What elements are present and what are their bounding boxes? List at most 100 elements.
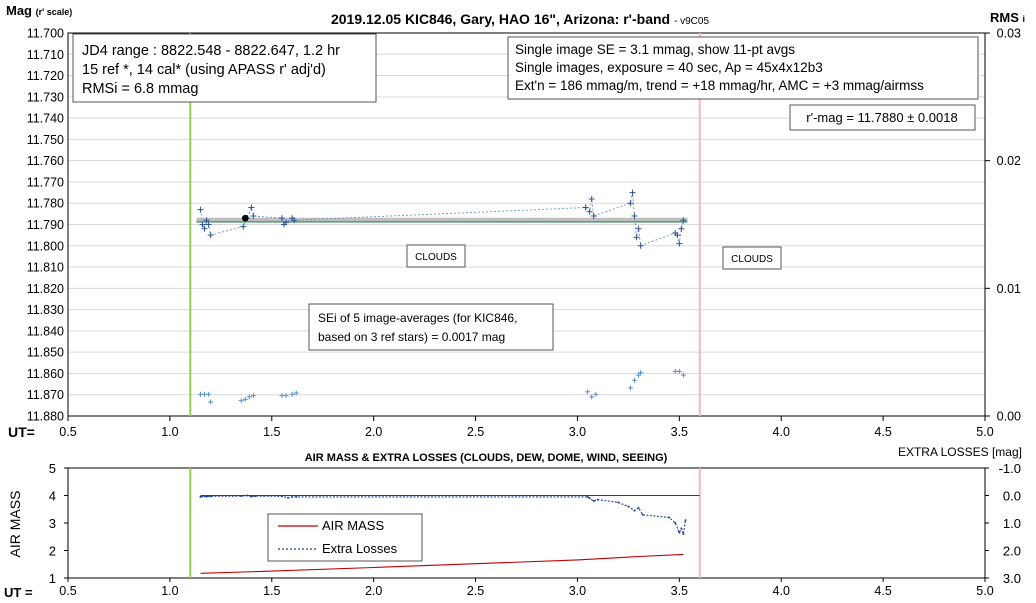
info-right-line-3: Ext'n = 186 mmag/m, trend = +18 mmag/hr,…: [515, 78, 924, 93]
y-tick-label: 11.830: [27, 303, 64, 317]
x-tick-label: 1.0: [161, 425, 178, 439]
y-tick-label: 11.770: [27, 175, 64, 189]
bottom-title: AIR MASS & EXTRA LOSSES (CLOUDS, DEW, DO…: [305, 452, 668, 464]
top-xlabel: UT=: [8, 424, 35, 440]
rms-point: [208, 399, 214, 405]
info-left-line-1: JD4 range : 8822.548 - 8822.647, 1.2 hr: [82, 43, 340, 59]
airmass-series-line: [200, 553, 684, 574]
rms-point: [250, 393, 256, 399]
legend-label-airmass: AIR MASS: [322, 518, 384, 533]
x-tick-label: 2.0: [365, 425, 382, 439]
bottom-legend: AIR MASS Extra Losses: [267, 513, 423, 562]
x-tick-label: 2.5: [467, 584, 484, 598]
extra-losses-point: [592, 500, 595, 502]
x-tick-label: 1.5: [263, 584, 280, 598]
extra-losses-point: [209, 495, 212, 498]
rms-point: [585, 389, 591, 395]
y2-tick-label: -1.0: [999, 461, 1021, 476]
y2-tick-label: 0.00: [997, 410, 1021, 424]
rms-point: [589, 394, 595, 400]
extra-losses-point: [684, 519, 687, 522]
x-tick-label: 4.5: [874, 584, 891, 598]
clouds-label-1: CLOUDS: [415, 252, 457, 263]
rms-point: [680, 372, 686, 378]
y2-tick-label: 0.02: [997, 154, 1021, 168]
mag-point: [291, 217, 298, 224]
rms-point: [676, 368, 682, 374]
rms-point: [242, 396, 248, 402]
mag-point: [676, 240, 683, 247]
info-right-line-2: Single images, exposure = 40 sec, Ap = 4…: [515, 60, 823, 75]
x-tick-label: 3.5: [671, 584, 688, 598]
clouds-box-2: CLOUDS: [722, 246, 782, 270]
extra-losses-point: [201, 495, 204, 498]
mag-point: [201, 225, 208, 232]
extra-losses-point: [287, 496, 290, 499]
mag-point: [197, 206, 204, 213]
x-tick-label: 2.5: [467, 425, 484, 439]
x-tick-label: 5.0: [976, 584, 993, 598]
extra-losses-point: [291, 495, 294, 498]
y-tick-label: 11.840: [27, 324, 64, 338]
extra-losses-point: [250, 495, 253, 498]
y-tick-label: 2: [49, 544, 56, 559]
sei-line-1: SEi of 5 image-averages (for KIC846,: [318, 311, 517, 325]
y2-tick-label: 0.03: [997, 27, 1021, 41]
y-tick-label: 11.730: [27, 90, 64, 104]
extra-losses-point: [588, 497, 591, 500]
mag-point: [633, 234, 640, 241]
y-tick-label: 11.760: [27, 154, 64, 168]
y2-tick-label: 0.01: [997, 282, 1021, 296]
extra-losses-point: [199, 495, 202, 498]
extra-losses-point: [280, 495, 283, 498]
rms-point: [238, 398, 244, 404]
x-tick-label: 4.0: [773, 584, 790, 598]
y-tick-label: 11.720: [27, 69, 64, 83]
mag-point: [248, 204, 255, 211]
y-tick-label: 11.850: [27, 346, 64, 360]
mag-point: [278, 215, 285, 222]
mag-point: [199, 221, 206, 228]
rmag-box: r'-mag = 11.7880 ± 0.0018: [789, 104, 976, 131]
bottom-plot: 5 4 3 2 1 -1.0 0.0 1.0 2.0 3.0 0.5 1.0 1.5 2.0 2.5 3.0 3…: [49, 461, 1021, 598]
y2-tick-label: 1.0: [1003, 516, 1021, 531]
extra-losses-point: [627, 505, 630, 508]
y-tick-label: 11.800: [27, 239, 64, 253]
x-tick-label: 4.0: [773, 425, 790, 439]
rms-point: [627, 385, 633, 391]
legend-label-losses: Extra Losses: [322, 541, 398, 556]
rms-point: [636, 372, 642, 378]
x-tick-label: 3.5: [671, 425, 688, 439]
x-tick-label: 3.0: [569, 425, 586, 439]
rms-point: [246, 394, 252, 400]
extra-losses-point: [617, 501, 620, 504]
y-tick-label: 3: [49, 516, 56, 531]
extra-losses-point: [674, 522, 677, 524]
mag-point: [590, 212, 597, 219]
rms-point: [289, 391, 295, 397]
info-box-left: JD4 range : 8822.548 - 8822.647, 1.2 hr …: [72, 33, 377, 103]
mag-point: [635, 225, 642, 232]
y-tick-label: 11.710: [27, 48, 64, 62]
top-ylabel: Mag (r' scale): [6, 3, 72, 18]
top-title: 2019.12.05 KIC846, Gary, HAO 16", Arizon…: [331, 11, 709, 27]
y2-tick-label: 0.0: [1003, 489, 1021, 504]
mag-point: [205, 221, 212, 228]
x-tick-label: 0.5: [59, 425, 76, 439]
mag-series-line: [200, 192, 684, 247]
extra-losses-point: [205, 495, 208, 498]
rms-point: [632, 377, 638, 383]
y-tick-label: 4: [49, 489, 56, 504]
extra-losses-point: [641, 513, 644, 516]
mag-point: [588, 195, 595, 202]
x-tick-label: 5.0: [976, 425, 993, 439]
y-tick-label: 5: [49, 461, 56, 476]
bottom-y2label: EXTRA LOSSES [mag]: [898, 445, 1022, 459]
mag-point: [240, 223, 247, 230]
clouds-box-1: CLOUDS: [406, 244, 466, 268]
mag-point: [582, 204, 589, 211]
y-tick-label: 11.780: [27, 197, 64, 211]
extra-losses-point: [240, 495, 243, 498]
